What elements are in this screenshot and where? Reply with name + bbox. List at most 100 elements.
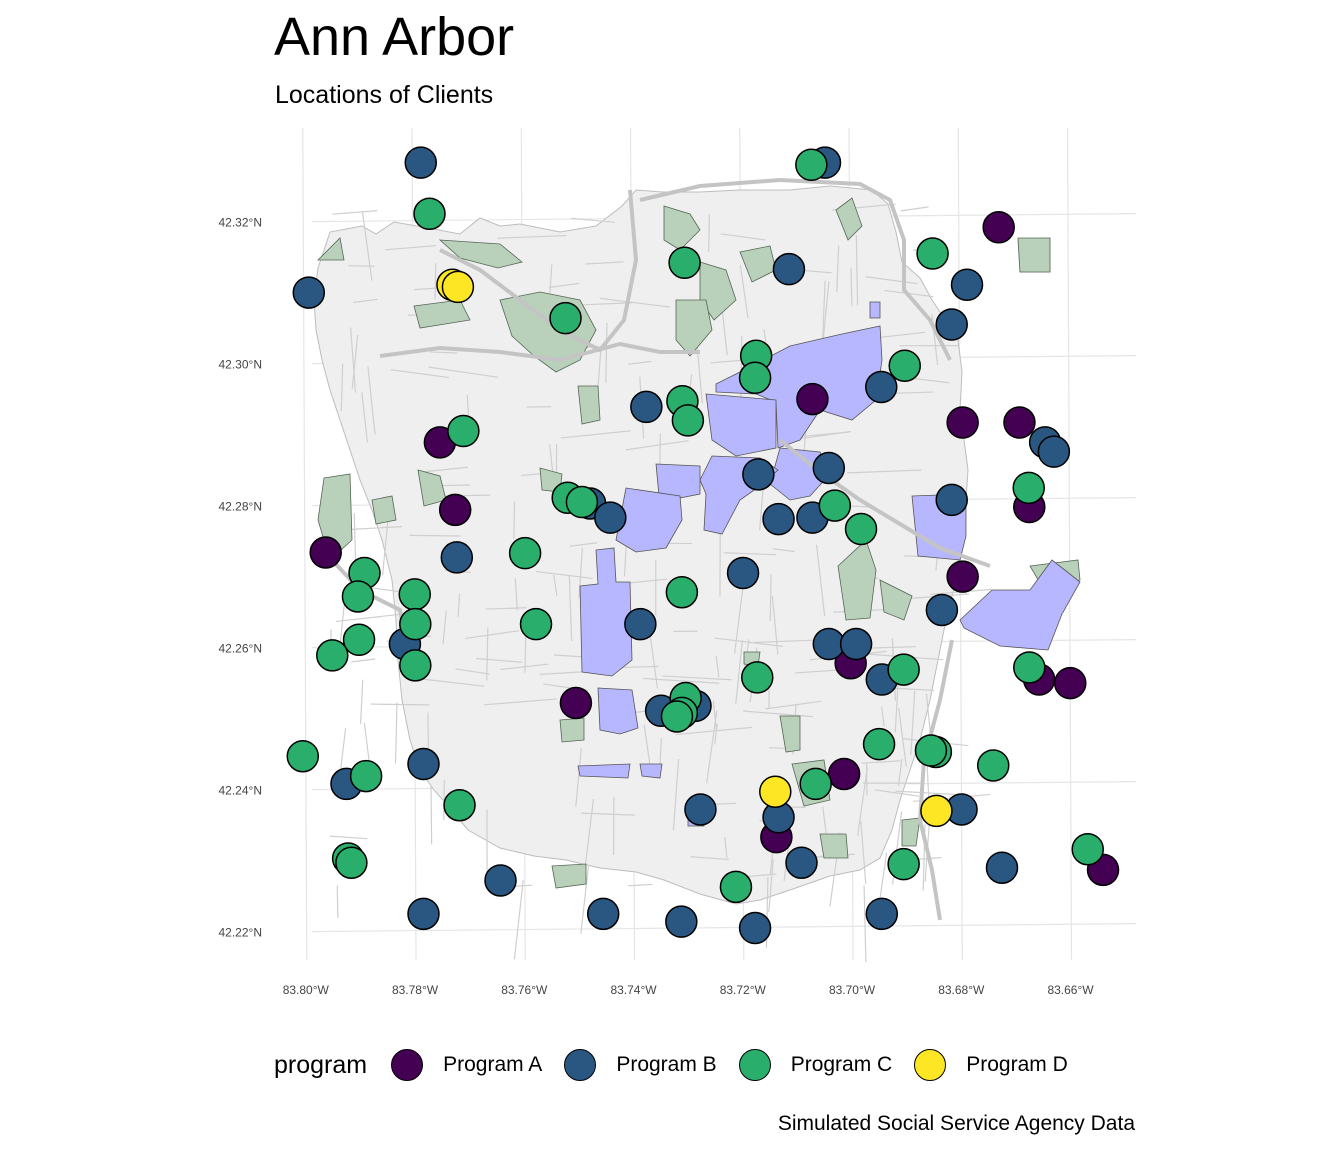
road: [895, 790, 960, 796]
client-point-program-a: [438, 493, 472, 527]
client-point-program-c: [887, 847, 920, 881]
road: [724, 836, 728, 859]
x-tick-label: 83.68°W: [938, 983, 985, 997]
road: [580, 864, 590, 934]
client-point-program-c: [286, 739, 320, 773]
client-point-program-b: [726, 556, 760, 590]
road: [584, 799, 595, 867]
road: [865, 276, 918, 285]
client-point-program-a: [796, 382, 829, 416]
road: [863, 885, 867, 963]
road: [910, 690, 916, 756]
road: [581, 812, 635, 816]
road: [348, 265, 375, 267]
road: [739, 264, 749, 319]
client-point-program-c: [342, 623, 376, 657]
client-point-program-b: [440, 541, 474, 574]
road: [754, 639, 824, 644]
client-point-program-a: [1054, 666, 1087, 700]
legend-label: Program C: [790, 1053, 893, 1076]
road: [768, 859, 774, 913]
x-tick-label: 83.78°W: [392, 983, 439, 997]
road: [428, 366, 499, 378]
road: [549, 444, 554, 477]
road: [605, 322, 608, 383]
road: [643, 724, 651, 767]
legend: program Program A Program B Program C Pr…: [274, 1044, 1068, 1086]
road: [771, 596, 779, 655]
road: [385, 244, 437, 251]
road: [363, 722, 371, 765]
road: [553, 574, 558, 596]
client-point-program-b: [292, 276, 326, 309]
road: [585, 261, 624, 265]
y-axis: 42.22°N 42.24°N 42.26°N 42.28°N 42.30°N 42.32…: [219, 216, 263, 940]
road: [822, 806, 827, 834]
legend-item-program-a: Program A: [391, 1049, 542, 1081]
road: [836, 245, 840, 293]
road: [874, 789, 920, 797]
road: [857, 767, 868, 836]
client-point-program-a: [982, 211, 1015, 244]
client-point-program-c: [862, 727, 896, 761]
client-point-program-a: [827, 757, 861, 791]
road: [421, 466, 468, 473]
road: [430, 351, 458, 354]
client-point-program-c: [443, 788, 476, 822]
client-point-program-c: [565, 485, 599, 519]
client-point-program-b: [684, 793, 717, 826]
road: [575, 748, 582, 807]
road: [714, 723, 718, 745]
grid-line-y: [311, 923, 1137, 933]
road: [340, 363, 344, 412]
road: [367, 366, 376, 435]
road: [860, 820, 867, 885]
road: [329, 835, 368, 840]
client-point-program-c: [413, 197, 446, 231]
legend-label: Program A: [443, 1053, 543, 1076]
road: [721, 308, 728, 356]
road: [628, 360, 652, 365]
road: [351, 334, 359, 389]
client-point-program-c: [738, 361, 772, 395]
road: [690, 856, 729, 861]
road: [815, 544, 826, 617]
client-point-program-b: [772, 252, 806, 286]
x-tick-label: 83.80°W: [283, 983, 330, 997]
road: [672, 758, 680, 831]
road: [332, 210, 378, 215]
road: [742, 710, 813, 718]
road: [434, 263, 437, 300]
road: [560, 430, 631, 439]
park-areas: [317, 197, 1081, 889]
x-tick-label: 83.76°W: [501, 983, 548, 997]
road: [735, 640, 743, 704]
road: [513, 501, 516, 540]
client-point-program-c: [399, 607, 432, 641]
road: [513, 880, 524, 960]
road: [370, 703, 430, 706]
road: [351, 658, 376, 663]
client-point-program-c: [671, 404, 705, 437]
road: [497, 234, 567, 239]
client-point-program-b: [665, 905, 698, 938]
road: [536, 570, 593, 580]
legend-item-program-d: Program D: [914, 1049, 1068, 1081]
client-point-program-b: [865, 897, 899, 931]
grid-line-x: [1066, 127, 1073, 961]
road: [712, 700, 717, 731]
y-tick-label: 42.22°N: [219, 926, 263, 940]
road: [352, 298, 378, 304]
client-point-program-c: [335, 846, 368, 879]
client-point-program-c: [818, 489, 852, 522]
client-point-program-b: [935, 483, 968, 517]
road: [627, 883, 653, 887]
x-tick-label: 83.72°W: [720, 983, 767, 997]
map-title: Ann Arbor: [274, 7, 515, 67]
road: [578, 547, 583, 598]
road: [765, 700, 821, 710]
road: [390, 369, 450, 379]
road: [600, 297, 670, 308]
client-point-program-b: [762, 502, 795, 536]
y-tick-label: 42.30°N: [219, 358, 263, 372]
